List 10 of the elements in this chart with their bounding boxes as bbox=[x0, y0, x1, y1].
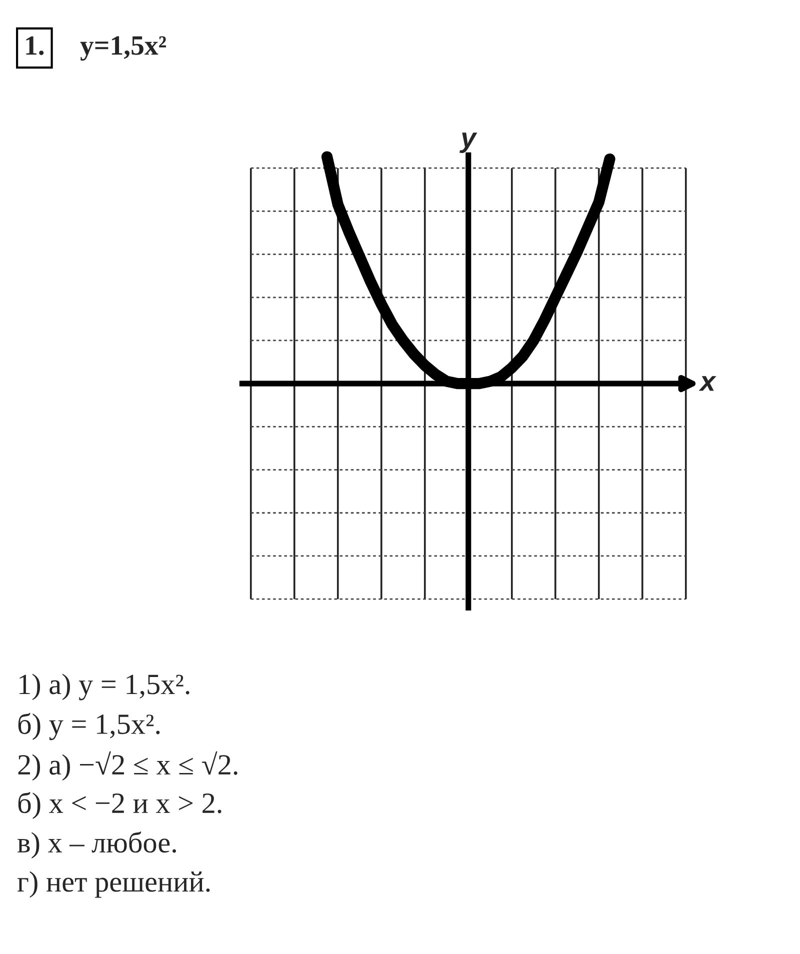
text: в) x – любое. bbox=[18, 831, 176, 859]
y-axis-title: y bbox=[459, 132, 478, 154]
chart-subtitle: y=1,5x² bbox=[80, 36, 166, 61]
text: б) y = 1,5x². bbox=[18, 712, 160, 740]
text: г) нет решений. bbox=[18, 871, 210, 898]
text: б) x < −2 и x > 2. bbox=[18, 792, 222, 820]
chart-title: 1. bbox=[26, 36, 44, 56]
x-axis-title: x bbox=[698, 376, 716, 391]
text: 1) а) y = 1,5x². bbox=[20, 674, 190, 700]
text: 2) а) −√2 ≤ x ≤ √2. bbox=[18, 751, 238, 781]
